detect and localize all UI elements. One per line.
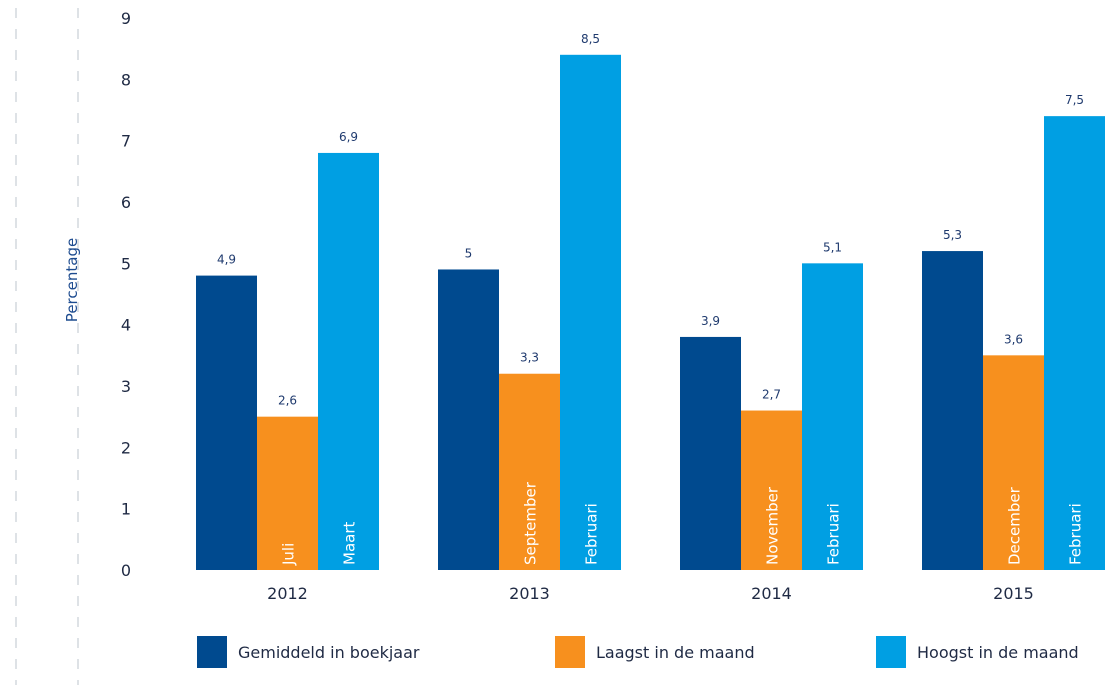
bar-month-label: Juli [280,543,298,566]
bar [560,54,621,571]
bar-month-label: Maart [341,522,359,565]
y-tick-label: 5 [121,254,131,273]
bar-month-label: September [522,481,540,565]
y-tick-label: 3 [121,377,131,396]
x-axis-categories: 2012 2013 2014 2015 [267,584,1034,603]
bar-value-label: 3,3 [520,351,539,365]
bar-month-label: December [1006,486,1024,565]
legend-swatch [876,636,906,668]
bars: 4,9 2,6 Juli 6,9 Maart 5 3,3 September 8,5 Februa… [196,32,1105,571]
bar-value-label: 4,9 [217,253,236,267]
bar [922,251,983,571]
bar-value-label: 6,9 [339,130,358,144]
legend-label: Gemiddeld in boekjaar [238,643,420,662]
bar-month-label: Februari [1067,503,1085,565]
bar [1044,116,1105,570]
bar-value-label: 2,7 [762,388,781,402]
x-category-label: 2013 [509,584,550,603]
y-axis-ticks: 0 1 2 3 4 5 6 7 8 9 [121,9,131,580]
bar-month-label: November [764,486,782,565]
bar-value-label: 8,5 [581,32,600,46]
bar-month-label: Februari [583,503,601,565]
y-tick-label: 0 [121,561,131,580]
y-tick-label: 2 [121,438,131,457]
legend: Gemiddeld in boekjaar Laagst in de maand H… [197,636,1079,668]
bar [196,275,257,570]
bar [499,373,560,570]
bar-value-label: 5,3 [943,228,962,242]
y-tick-label: 9 [121,9,131,28]
legend-swatch [555,636,585,668]
y-tick-label: 7 [121,132,131,151]
bar-value-label: 3,6 [1004,332,1023,346]
bar-value-label: 3,9 [701,314,720,328]
bar [680,336,741,570]
y-tick-label: 1 [121,500,131,519]
x-category-label: 2015 [993,584,1034,603]
bar [983,355,1044,570]
x-category-label: 2012 [267,584,308,603]
bar [257,416,318,570]
y-tick-label: 4 [121,316,131,335]
bar [318,152,379,570]
legend-label: Hoogst in de maand [917,643,1079,662]
bar [741,410,802,570]
bar-value-label: 7,5 [1065,93,1084,107]
legend-label: Laagst in de maand [596,643,755,662]
y-tick-label: 6 [121,193,131,212]
legend-swatch [197,636,227,668]
x-category-label: 2014 [751,584,792,603]
y-tick-label: 8 [121,70,131,89]
bar-value-label: 2,6 [278,394,297,408]
bar-value-label: 5 [465,246,473,260]
bar-value-label: 5,1 [823,240,842,254]
bar [802,263,863,570]
y-axis-label: Percentage [63,238,81,322]
bar [438,269,499,570]
bar-month-label: Februari [825,503,843,565]
